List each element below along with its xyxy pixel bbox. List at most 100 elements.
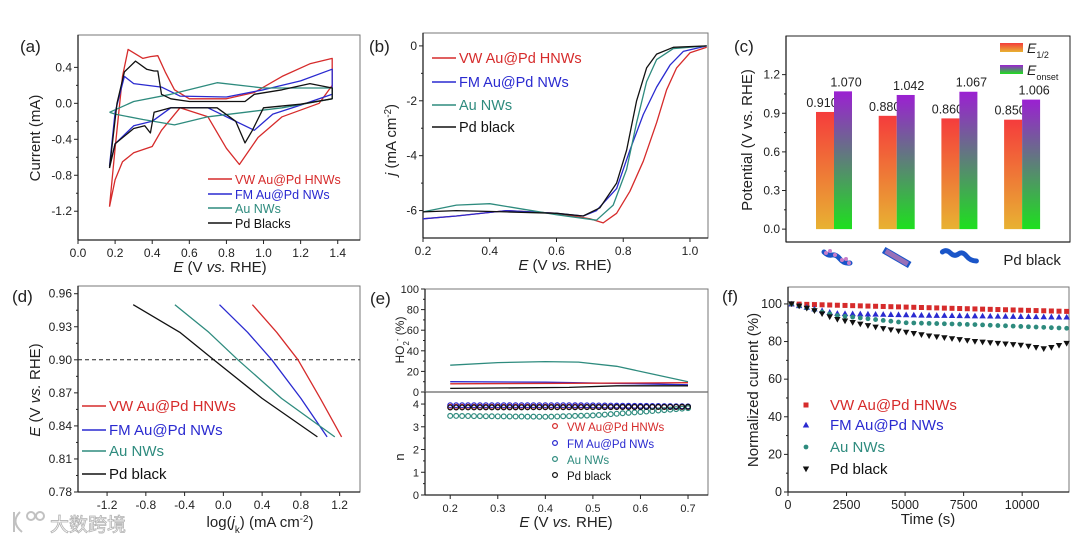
data-point <box>1048 345 1055 351</box>
data-point <box>1025 343 1032 350</box>
y-axis-label: Normalized current (%) <box>745 313 762 467</box>
x-tick-label: 0.6 <box>548 244 565 258</box>
data-point <box>554 402 561 409</box>
x-tick-label: 0.8 <box>615 244 632 258</box>
data-point <box>887 311 895 317</box>
data-point <box>994 312 1002 319</box>
data-point <box>1055 342 1063 349</box>
data-point <box>811 302 817 308</box>
y-tick-label: 0 <box>413 387 419 399</box>
bar-value-label: 0.860 <box>932 102 963 116</box>
data-point <box>987 312 994 319</box>
data-point <box>1041 308 1047 314</box>
data-point <box>482 413 489 420</box>
series-vw-au-pd-hnws <box>450 382 689 385</box>
data-point <box>933 334 940 341</box>
data-point <box>500 413 507 420</box>
y-tick-label: 0.90 <box>49 353 73 367</box>
legend: VW Au@Pd HNWs FM Au@Pd NWs Au NWs Pd black <box>82 398 236 483</box>
data-point <box>536 402 543 409</box>
x-tick-label: 10000 <box>1005 498 1040 512</box>
data-point <box>506 413 513 420</box>
panel-label: (e) <box>370 289 391 308</box>
data-point <box>470 402 477 409</box>
x-tick-label: 0.2 <box>443 503 458 515</box>
y-tick-label: 0.0 <box>55 96 72 110</box>
legend-label: Pd black <box>830 461 888 478</box>
data-point <box>834 313 840 318</box>
data-point <box>470 404 477 411</box>
data-point <box>972 322 978 328</box>
data-point <box>918 332 925 338</box>
data-point <box>536 413 543 420</box>
data-point <box>1056 325 1062 331</box>
legend-label: Pd black <box>567 471 611 483</box>
data-point <box>910 331 917 337</box>
x-tick-label: 1.4 <box>329 246 346 260</box>
data-point <box>453 412 460 419</box>
x-tick-label: 0 <box>785 498 792 512</box>
data-point <box>1056 308 1062 314</box>
data-point <box>941 321 947 327</box>
data-point <box>834 302 840 308</box>
legend-label: VW Au@Pd HNWs <box>567 422 665 434</box>
y-tick-label: 40 <box>407 346 419 358</box>
legend-swatch <box>1000 43 1023 52</box>
data-point <box>631 409 638 416</box>
data-point <box>673 406 680 413</box>
x-tick-label: 0.2 <box>107 246 124 260</box>
y-axis-label: j (mA cm-2) <box>383 104 401 178</box>
data-point <box>447 402 454 409</box>
data-point <box>964 306 970 312</box>
legend-label: Au NWs <box>567 455 609 467</box>
data-point <box>607 404 614 411</box>
data-point <box>1017 313 1025 319</box>
data-point <box>934 305 940 311</box>
data-point <box>887 327 895 334</box>
data-point <box>903 320 909 326</box>
data-point <box>1032 345 1040 351</box>
data-point <box>554 413 561 420</box>
data-point <box>548 402 555 409</box>
data-point <box>637 409 644 416</box>
data-point <box>1018 324 1024 329</box>
legend-swatch <box>1000 65 1023 74</box>
data-point <box>601 404 608 411</box>
data-point <box>530 402 537 409</box>
data-point <box>895 328 902 335</box>
data-point <box>842 302 848 308</box>
y-tick-label: 4 <box>413 399 419 411</box>
data-point <box>788 301 795 308</box>
data-point <box>888 318 894 324</box>
data-point <box>488 402 495 409</box>
data-point <box>1048 313 1055 320</box>
data-point <box>1033 308 1039 314</box>
bar <box>1022 99 1041 230</box>
legend-label: FM Au@Pd NWs <box>567 439 654 451</box>
y-tick-label: 0.96 <box>49 287 73 301</box>
bar <box>959 91 978 230</box>
x-tick-label: -0.4 <box>174 498 195 512</box>
data-point <box>554 404 561 411</box>
legend-label: Au NWs <box>830 439 885 456</box>
data-point <box>826 314 833 321</box>
data-point <box>1063 313 1070 320</box>
x-tick-label: 0.2 <box>415 244 432 258</box>
series-line <box>422 45 707 220</box>
data-point <box>819 302 825 308</box>
legend-item: Au NWs <box>208 202 281 216</box>
data-point <box>465 413 472 420</box>
data-point <box>926 320 932 326</box>
legend-swatch <box>551 440 558 447</box>
data-point <box>1010 307 1016 313</box>
bead <box>833 253 837 257</box>
y-tick-label: 0 <box>410 39 417 53</box>
x-tick-label: 0.4 <box>254 498 271 512</box>
x-tick-label: 0.4 <box>144 246 161 260</box>
y-tick-label: 1.2 <box>763 68 780 82</box>
series-line <box>108 48 333 207</box>
data-point <box>1040 313 1047 320</box>
data-point <box>1055 313 1063 320</box>
series-line <box>251 304 343 438</box>
